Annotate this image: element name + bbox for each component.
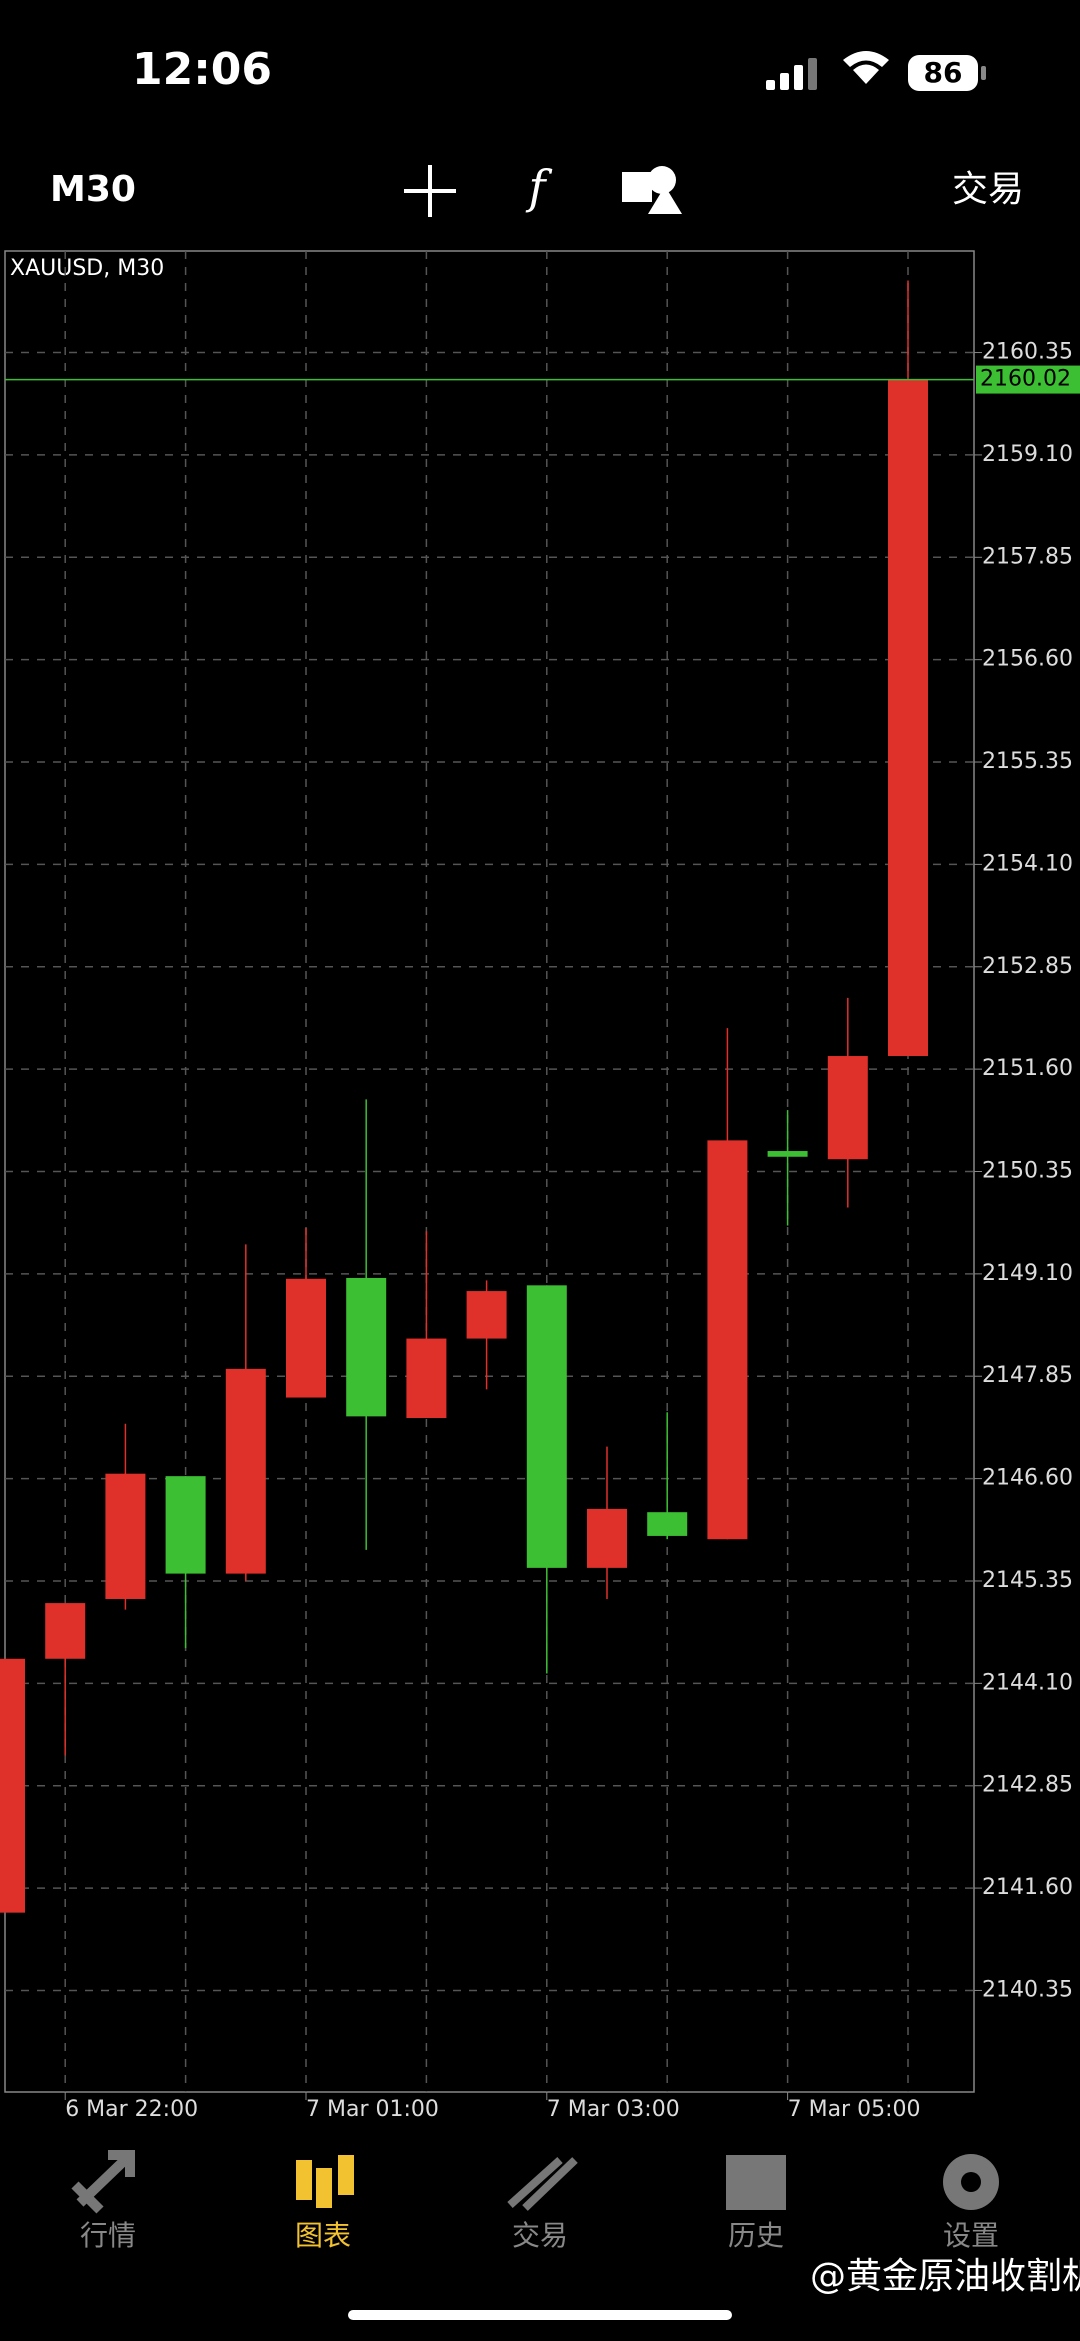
candle-body <box>767 1151 808 1157</box>
home-indicator <box>348 2310 732 2320</box>
y-tick-label: 2145.35 <box>982 1568 1073 1593</box>
indicators-button[interactable]: f <box>525 160 552 214</box>
signal-icon <box>766 58 817 90</box>
candle-body <box>526 1285 567 1568</box>
tab-label[interactable]: 历史 <box>728 2219 784 2252</box>
y-tick-label: 2150.35 <box>982 1159 1073 1184</box>
y-tick-label: 2140.35 <box>982 1977 1073 2002</box>
y-tick-label: 2156.60 <box>982 647 1073 672</box>
chart: XAUUSD, M30 2140.35 2141.60 2142.85 2144.10… <box>0 250 1080 2122</box>
candle-body <box>45 1603 86 1659</box>
candle-body <box>165 1476 206 1574</box>
candle-body <box>587 1508 627 1568</box>
wifi-icon <box>843 51 889 84</box>
x-tick-label: 7 Mar 05:00 <box>788 2097 921 2122</box>
y-tick-label: 2142.85 <box>982 1773 1073 1798</box>
watermark: @黄金原油收割机 <box>810 2256 1080 2297</box>
crosshair-button[interactable] <box>404 165 456 217</box>
y-tick-label: 2160.35 <box>982 340 1073 365</box>
tab-icon <box>296 2155 354 2208</box>
candle-body <box>105 1473 146 1599</box>
candle-body <box>827 1056 868 1160</box>
y-tick-label: 2159.10 <box>982 442 1073 467</box>
y-tick-label: 2157.85 <box>982 544 1073 569</box>
y-tick-label: 2144.10 <box>982 1670 1073 1695</box>
tab-icon <box>726 2155 786 2210</box>
tab-label[interactable]: 交易 <box>512 2219 568 2252</box>
chart-title: XAUUSD, M30 <box>10 256 164 281</box>
y-tick-label: 2155.35 <box>982 749 1073 774</box>
tab-label[interactable]: 图表 <box>295 2219 351 2252</box>
y-tick-label: 2146.60 <box>982 1466 1073 1491</box>
battery-icon <box>908 55 978 91</box>
candle-body <box>346 1277 387 1417</box>
battery-level: 86 <box>924 56 963 89</box>
x-tick-label: 7 Mar 03:00 <box>547 2097 680 2122</box>
candle-body <box>286 1278 326 1398</box>
battery-tip <box>981 66 986 80</box>
candle-body <box>0 1658 25 1913</box>
candle-body <box>707 1140 748 1540</box>
tab-icon <box>507 2157 578 2211</box>
tab-bar <box>71 2150 999 2214</box>
candle-body <box>888 379 928 1057</box>
x-tick-label: 7 Mar 01:00 <box>306 2097 439 2122</box>
tab-label[interactable]: 行情 <box>80 2219 136 2252</box>
tab-label[interactable]: 设置 <box>943 2219 999 2252</box>
y-tick-label: 2154.10 <box>982 851 1073 876</box>
trade-button[interactable]: 交易 <box>952 169 1024 210</box>
tab-icon <box>71 2150 135 2214</box>
timeframe-button[interactable]: M30 <box>50 169 136 210</box>
y-tick-label: 2151.60 <box>982 1056 1073 1081</box>
tab-icon-hole <box>961 2172 981 2192</box>
y-tick-label: 2141.60 <box>982 1875 1073 1900</box>
clock: 12:06 <box>132 44 272 95</box>
candle-body <box>466 1291 507 1339</box>
objects-button[interactable] <box>622 166 682 214</box>
last-price-box <box>976 365 1080 394</box>
y-tick-label: 2149.10 <box>982 1261 1073 1286</box>
y-tick-label: 2147.85 <box>982 1363 1073 1388</box>
candle-body <box>406 1338 447 1419</box>
last-price-label: 2160.02 <box>980 367 1071 392</box>
x-tick-label: 6 Mar 22:00 <box>65 2097 198 2122</box>
candle-body <box>647 1512 688 1536</box>
candle-body <box>225 1368 266 1574</box>
y-tick-label: 2152.85 <box>982 954 1073 979</box>
